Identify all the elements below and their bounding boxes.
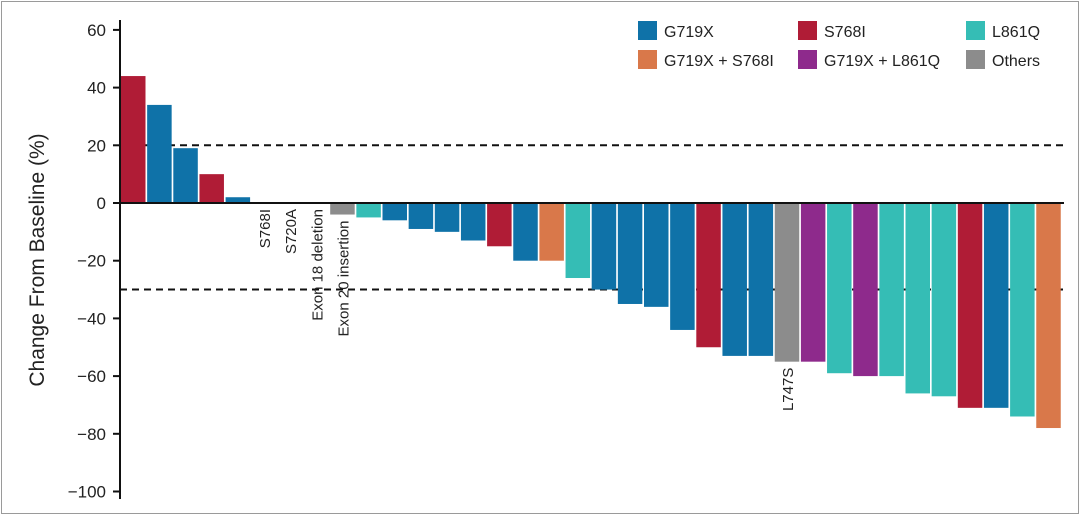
y-tick-label: −100 bbox=[68, 483, 106, 502]
y-tick-label: −40 bbox=[77, 309, 106, 328]
bar bbox=[147, 104, 172, 203]
bar bbox=[1010, 203, 1035, 417]
y-tick-label: −20 bbox=[77, 252, 106, 271]
legend-label: S768I bbox=[824, 24, 866, 41]
legend-label: G719X + S768I bbox=[664, 53, 774, 70]
y-tick-label: −60 bbox=[77, 367, 106, 386]
bar bbox=[199, 174, 224, 203]
bar bbox=[617, 203, 643, 304]
legend-label: G719X bbox=[664, 24, 714, 41]
bar bbox=[853, 203, 878, 377]
y-tick-label: 60 bbox=[87, 21, 106, 40]
y-tick-label: 40 bbox=[87, 79, 106, 98]
legend-item: G719X + S768I bbox=[638, 50, 774, 70]
bar bbox=[591, 203, 617, 290]
bar bbox=[644, 203, 669, 307]
bar bbox=[670, 203, 695, 330]
bar bbox=[565, 203, 591, 279]
bar bbox=[356, 203, 381, 218]
bar-annotation: Exon 18 deletion bbox=[309, 209, 326, 321]
bar bbox=[434, 203, 460, 232]
bar-annotation: S720A bbox=[283, 209, 300, 254]
bar bbox=[931, 203, 957, 397]
legend-label: Others bbox=[992, 53, 1040, 70]
legend-label: G719X + L861Q bbox=[824, 53, 940, 70]
bar bbox=[408, 203, 434, 229]
bar bbox=[905, 203, 930, 394]
legend-item: S768I bbox=[798, 21, 866, 41]
bar bbox=[460, 203, 486, 241]
y-axis-label: Change From Baseline (%) bbox=[26, 133, 49, 386]
bar bbox=[121, 76, 146, 203]
bar bbox=[774, 203, 800, 362]
y-tick-label: −80 bbox=[77, 425, 106, 444]
legend-item: Others bbox=[966, 50, 1040, 70]
legend-swatch bbox=[798, 50, 817, 69]
legend-item: L861Q bbox=[966, 21, 1040, 41]
legend-swatch bbox=[966, 50, 985, 69]
bar bbox=[879, 203, 904, 377]
bar bbox=[748, 203, 774, 356]
legend-item: G719X bbox=[638, 21, 714, 41]
bar bbox=[173, 148, 198, 203]
legend-item: G719X + L861Q bbox=[798, 50, 940, 70]
bar-annotation: Exon 20 insertion bbox=[335, 221, 352, 337]
legend-swatch bbox=[638, 50, 657, 69]
y-tick-label: 0 bbox=[97, 194, 106, 213]
legend-swatch bbox=[798, 21, 817, 40]
bar-annotation: S768I bbox=[257, 209, 274, 248]
bar bbox=[382, 203, 407, 221]
bar-annotation: L747S bbox=[780, 368, 797, 411]
bar bbox=[800, 203, 826, 362]
bar bbox=[957, 203, 983, 408]
legend-swatch bbox=[966, 21, 985, 40]
bar bbox=[330, 203, 355, 215]
bar bbox=[696, 203, 721, 348]
bar bbox=[983, 203, 1009, 408]
bar bbox=[1036, 203, 1061, 429]
legend-swatch bbox=[638, 21, 657, 40]
y-tick-label: 20 bbox=[87, 136, 106, 155]
bar bbox=[722, 203, 747, 356]
bar bbox=[513, 203, 538, 261]
bar bbox=[539, 203, 564, 261]
bar bbox=[487, 203, 512, 247]
legend-label: L861Q bbox=[992, 24, 1040, 41]
bar bbox=[827, 203, 852, 374]
bar bbox=[225, 197, 251, 203]
